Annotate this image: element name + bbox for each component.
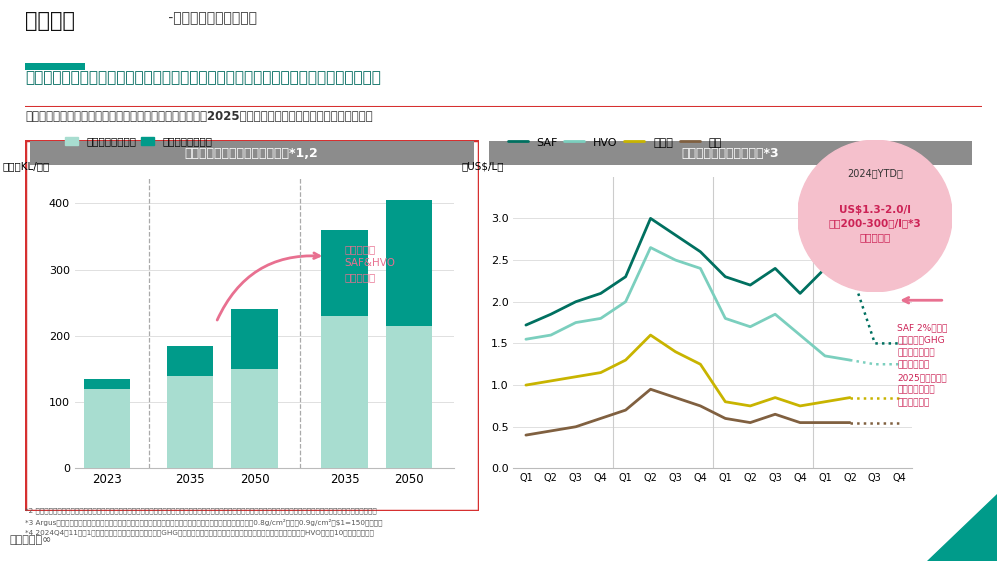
- 軽油: [744, 419, 756, 426]
- Bar: [386, 326, 432, 468]
- SAF: [819, 265, 831, 272]
- 廃食油: [819, 398, 831, 405]
- HVO: [719, 315, 731, 322]
- Bar: [386, 200, 432, 326]
- HVO: [843, 357, 855, 364]
- Line: 軽油: 軽油: [525, 389, 849, 435]
- 軽油: [669, 394, 681, 401]
- Text: （US$/L）: （US$/L）: [462, 161, 504, 171]
- HVO: [744, 323, 756, 330]
- Bar: [321, 230, 368, 316]
- Text: 業界動向: 業界動向: [25, 11, 75, 31]
- 軽油: [644, 386, 656, 393]
- 廃食油: [794, 403, 806, 410]
- HVO: [644, 244, 656, 251]
- 廃食油: [719, 398, 731, 405]
- SAF: [843, 265, 855, 272]
- SAF: [644, 215, 656, 222]
- 廃食油: [669, 348, 681, 355]
- 軽油: [544, 427, 556, 434]
- SAF: [544, 311, 556, 318]
- Text: US$1.3-2.0/l
（約200-300円/l）*3
前後で推移: US$1.3-2.0/l （約200-300円/l）*3 前後で推移: [829, 205, 921, 242]
- Text: SAF 2%導入の
義務化や、GHG
排出枠の繰越し
制限により、
2025年に向けて
欧州で需給環境
が改善見通し: SAF 2%導入の 義務化や、GHG 排出枠の繰越し 制限により、 2025年に…: [897, 323, 948, 407]
- HVO: [544, 332, 556, 338]
- Text: 世界のバイオ燃料需要の見込み*1,2: 世界のバイオ燃料需要の見込み*1,2: [184, 146, 319, 160]
- FancyBboxPatch shape: [489, 141, 972, 165]
- 軽油: [794, 419, 806, 426]
- SAF: [619, 273, 632, 280]
- SAF: [744, 282, 756, 288]
- Text: 規制強化で
SAF&HVO
需要が拡大: 規制強化で SAF&HVO 需要が拡大: [345, 244, 396, 282]
- HVO: [769, 311, 781, 318]
- HVO: [569, 319, 581, 326]
- Text: 2024年YTDは: 2024年YTDは: [846, 168, 903, 178]
- SAF: [719, 273, 731, 280]
- 廃食油: [619, 357, 632, 364]
- 軽油: [569, 424, 581, 430]
- 廃食油: [644, 332, 656, 338]
- SAF: [694, 249, 706, 255]
- Bar: [321, 316, 368, 468]
- 廃食油: [843, 394, 855, 401]
- 廃食油: [769, 394, 781, 401]
- HVO: [594, 315, 606, 322]
- Legend: SAF, HVO, 廃食油, 軽油: SAF, HVO, 廃食油, 軽油: [503, 133, 727, 152]
- HVO: [669, 257, 681, 264]
- Bar: [84, 389, 130, 468]
- SAF: [594, 290, 606, 297]
- Bar: [167, 376, 213, 468]
- 軽油: [594, 415, 606, 422]
- Line: SAF: SAF: [525, 218, 849, 325]
- FancyBboxPatch shape: [25, 140, 479, 511]
- 軽油: [819, 419, 831, 426]
- HVO: [794, 332, 806, 338]
- Bar: [84, 379, 130, 389]
- Bar: [231, 369, 278, 468]
- 軽油: [769, 411, 781, 417]
- Bar: [167, 346, 213, 376]
- 軽油: [619, 407, 632, 413]
- 軽油: [694, 403, 706, 410]
- 廃食油: [519, 381, 531, 388]
- SAF: [794, 290, 806, 297]
- SAF: [669, 232, 681, 238]
- 軽油: [719, 415, 731, 422]
- HVO: [519, 336, 531, 343]
- Ellipse shape: [798, 140, 952, 292]
- Polygon shape: [927, 494, 997, 561]
- SAF: [569, 298, 581, 305]
- 廃食油: [744, 403, 756, 410]
- Text: バイオ燃料価格は供給増により足元は軟調に推移するも、2025年以降は需給環境改善による反転を見込む: バイオ燃料価格は供給増により足元は軟調に推移するも、2025年以降は需給環境改善…: [25, 110, 373, 123]
- FancyBboxPatch shape: [30, 141, 474, 165]
- HVO: [694, 265, 706, 272]
- Text: 12: 12: [969, 532, 987, 545]
- 廃食油: [694, 361, 706, 367]
- SAF: [769, 265, 781, 272]
- 軽油: [843, 419, 855, 426]
- Text: 導入義務やインセンティブのグローバルな強化により、バイオ燃料需要は飛躍的に拡大: 導入義務やインセンティブのグローバルな強化により、バイオ燃料需要は飛躍的に拡大: [25, 70, 381, 85]
- Text: （百万KL/年）: （百万KL/年）: [3, 161, 50, 171]
- Line: HVO: HVO: [525, 247, 849, 360]
- Bar: [231, 309, 278, 369]
- HVO: [619, 298, 632, 305]
- Text: バイオ燃料価格（欧州）*3: バイオ燃料価格（欧州）*3: [682, 146, 779, 160]
- 廃食油: [569, 374, 581, 380]
- SAF: [519, 321, 531, 328]
- 軽油: [519, 432, 531, 439]
- Text: ユーグレナ∞: ユーグレナ∞: [10, 535, 53, 545]
- FancyBboxPatch shape: [25, 63, 85, 70]
- Legend: 従来型バイオ燃料, 先進的バイオ燃料: 従来型バイオ燃料, 先進的バイオ燃料: [61, 132, 216, 151]
- Text: -バイオ燃料市場の動向: -バイオ燃料市場の動向: [164, 11, 256, 25]
- Line: 廃食油: 廃食油: [525, 335, 849, 406]
- Text: *2 「従来型バイオ燃料」＝農作物由来の第一世代バイオ燃料。「先進的バイオ燃料」＝廃棄物や非可食物など食料生産と競合しないサステナブルな原料で製造されたバイオ燃: *2 「従来型バイオ燃料」＝農作物由来の第一世代バイオ燃料。「先進的バイオ燃料」…: [25, 508, 383, 536]
- 廃食油: [594, 369, 606, 376]
- HVO: [819, 352, 831, 359]
- 廃食油: [544, 378, 556, 384]
